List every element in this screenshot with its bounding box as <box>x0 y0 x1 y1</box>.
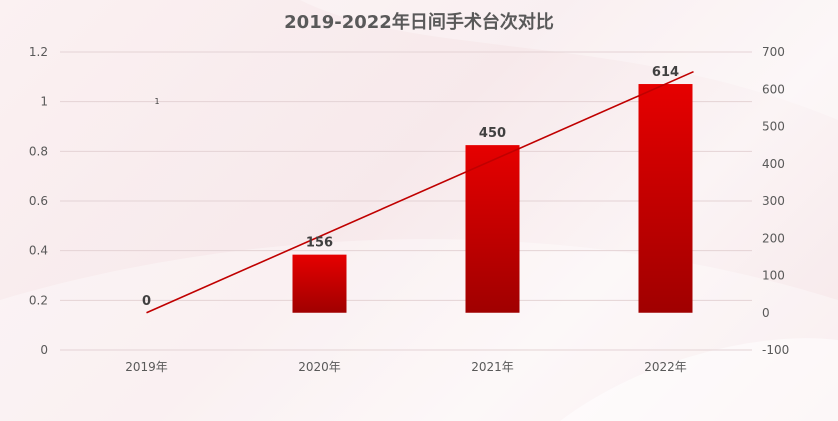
right-tick-label: 100 <box>762 269 785 283</box>
data-labels: 0 156 450 614 <box>142 65 679 309</box>
right-tick-label: 200 <box>762 231 785 245</box>
left-tick-label: 0.8 <box>29 144 48 158</box>
trend-line-path <box>146 70 694 314</box>
x-tick-label: 2021年 <box>471 360 514 374</box>
bars <box>292 84 693 313</box>
left-tick-label: 0 <box>40 343 48 357</box>
left-tick-label: 0.6 <box>29 194 48 208</box>
right-tick-label: 400 <box>762 157 785 171</box>
bar <box>465 145 520 313</box>
chart-title: 2019-2022年日间手术台次对比 <box>284 12 554 33</box>
right-tick-label: 500 <box>762 120 785 134</box>
trend-line <box>146 70 694 314</box>
right-tick-label: 300 <box>762 194 785 208</box>
left-axis-ticks: 0 0.2 0.4 0.6 0.8 1 1.2 <box>29 45 48 357</box>
data-label: 614 <box>652 65 679 80</box>
left-tick-label: 0.4 <box>29 244 48 258</box>
data-label: 450 <box>479 126 506 141</box>
data-label: 156 <box>306 236 333 251</box>
right-tick-label: 600 <box>762 82 785 96</box>
right-axis-ticks: -100 0 100 200 300 400 500 600 700 <box>762 45 789 357</box>
data-label: 0 <box>142 294 151 309</box>
x-tick-label: 2019年 <box>125 360 168 374</box>
right-tick-label: 0 <box>762 306 770 320</box>
x-tick-label: 2022年 <box>644 360 687 374</box>
bar <box>292 254 347 313</box>
left-tick-label: 1 <box>40 95 48 109</box>
x-axis-ticks: 2019年 2020年 2021年 2022年 <box>125 360 687 374</box>
right-tick-label: 700 <box>762 45 785 59</box>
left-tick-label: 0.2 <box>29 293 48 307</box>
bar <box>638 84 693 313</box>
left-tick-label: 1.2 <box>29 45 48 59</box>
x-tick-label: 2020年 <box>298 360 341 374</box>
stray-label: 1 <box>154 97 159 106</box>
right-tick-label: -100 <box>762 343 789 357</box>
